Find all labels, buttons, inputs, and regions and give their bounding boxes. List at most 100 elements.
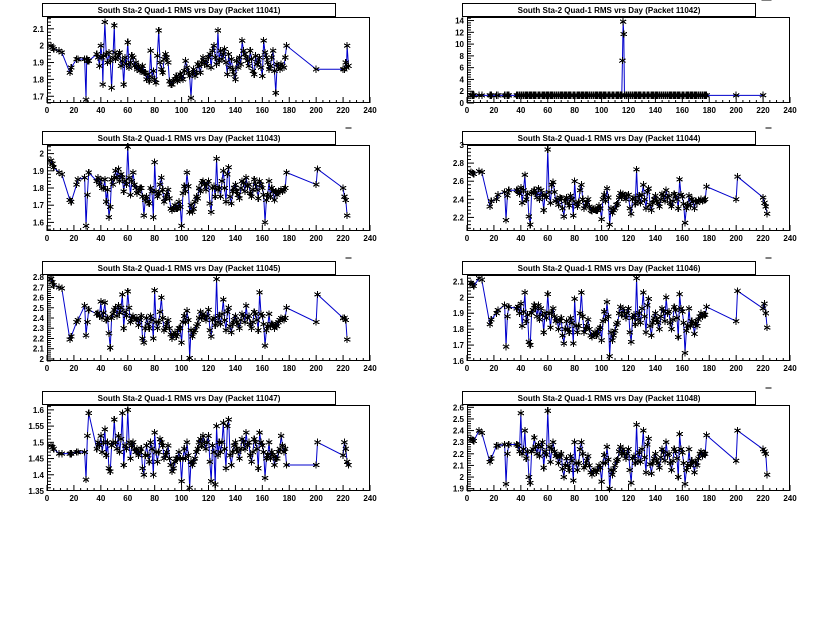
x-tick-label: 100 xyxy=(175,364,189,373)
plot-pad-4[interactable]: South Sta-2 Quad-1 RMS vrs Day (Packet 1… xyxy=(0,257,420,386)
x-tick-label: 200 xyxy=(729,494,743,503)
y-axis: 1.6 1.7 1.8 1.9 2 2.1 xyxy=(453,274,474,366)
data-markers xyxy=(467,257,772,360)
x-tick-label: 100 xyxy=(595,494,609,503)
data-markers xyxy=(47,127,352,230)
x-tick-label: 100 xyxy=(595,364,609,373)
y-tick-label: 2.3 xyxy=(33,324,45,333)
data-markers xyxy=(467,387,772,493)
x-tick-label: 180 xyxy=(703,106,717,115)
plot-title-text: South Sta-2 Quad-1 RMS vrs Day (Packet 1… xyxy=(517,263,701,273)
plot-pad-2[interactable]: South Sta-2 Quad-1 RMS vrs Day (Packet 1… xyxy=(0,127,420,256)
x-tick-label: 160 xyxy=(676,364,690,373)
x-tick-label: 240 xyxy=(363,364,377,373)
data-line xyxy=(470,277,768,357)
plot-title-text: South Sta-2 Quad-1 RMS vrs Day (Packet 1… xyxy=(517,133,701,143)
y-tick-label: 2 xyxy=(460,293,465,302)
x-tick-label: 180 xyxy=(283,234,297,243)
y-tick-label: 1.9 xyxy=(453,309,465,318)
y-tick-label: 14 xyxy=(455,17,464,26)
x-tick-label: 240 xyxy=(363,234,377,243)
x-tick-label: 220 xyxy=(756,494,770,503)
x-axis: 0 20 40 60 80 100 120 140 160 180 200 220 240 xyxy=(465,225,797,243)
x-axis: 0 20 40 60 80 100 120 140 160 180 200 220 240 xyxy=(45,485,377,503)
plot-pad-1[interactable]: South Sta-2 Quad-1 RMS vrs Day (Packet 1… xyxy=(420,0,840,128)
data-line xyxy=(50,409,349,488)
y-tick-label: 10 xyxy=(455,40,464,49)
plot-title-box: South Sta-2 Quad-1 RMS vrs Day (Packet 1… xyxy=(42,131,336,145)
x-tick-label: 220 xyxy=(336,494,350,503)
x-tick-label: 40 xyxy=(96,106,105,115)
y-tick-label: 2 xyxy=(460,87,465,96)
plot-title-box: South Sta-2 Quad-1 RMS vrs Day (Packet 1… xyxy=(42,261,336,275)
y-tick-label: 2.4 xyxy=(453,195,465,204)
plot-pad-0[interactable]: South Sta-2 Quad-1 RMS vrs Day (Packet 1… xyxy=(0,0,420,128)
y-tick-label: 2 xyxy=(460,473,465,482)
y-tick-label: 1.6 xyxy=(33,406,45,415)
x-tick-label: 20 xyxy=(489,364,498,373)
data-markers xyxy=(467,127,772,229)
y-tick-label: 2.1 xyxy=(453,461,465,470)
x-tick-label: 80 xyxy=(150,494,159,503)
x-tick-label: 20 xyxy=(489,106,498,115)
x-tick-label: 140 xyxy=(229,234,243,243)
x-tick-label: 60 xyxy=(543,106,552,115)
y-tick-label: 1.7 xyxy=(33,92,45,101)
x-tick-label: 80 xyxy=(570,364,579,373)
x-tick-label: 200 xyxy=(309,234,323,243)
x-tick-label: 200 xyxy=(309,364,323,373)
x-tick-label: 0 xyxy=(465,106,470,115)
y-tick-label: 2 xyxy=(40,150,45,159)
y-axis: 0 2 4 6 8 10 12 14 xyxy=(455,17,474,108)
x-tick-label: 100 xyxy=(175,494,189,503)
y-tick-label: 1.9 xyxy=(453,485,465,494)
x-tick-label: 180 xyxy=(703,364,717,373)
x-tick-label: 20 xyxy=(489,234,498,243)
y-tick-label: 2.1 xyxy=(33,25,45,34)
x-tick-label: 80 xyxy=(150,364,159,373)
x-tick-label: 140 xyxy=(649,364,663,373)
x-tick-label: 220 xyxy=(756,234,770,243)
x-tick-label: 160 xyxy=(256,234,270,243)
x-tick-label: 20 xyxy=(489,494,498,503)
x-tick-label: 160 xyxy=(676,494,690,503)
x-tick-label: 0 xyxy=(465,364,470,373)
x-tick-label: 140 xyxy=(649,106,663,115)
y-tick-label: 3 xyxy=(460,141,465,150)
plot-title-box: South Sta-2 Quad-1 RMS vrs Day (Packet 1… xyxy=(462,3,756,17)
plot-svg: 0 20 40 60 80 100 120 140 160 180 200 220 240 22.1 2.2… xyxy=(33,257,377,373)
plot-pad-6[interactable]: South Sta-2 Quad-1 RMS vrs Day (Packet 1… xyxy=(0,388,420,516)
y-tick-label: 1.6 xyxy=(33,218,45,227)
x-tick-label: 220 xyxy=(336,106,350,115)
y-tick-label: 2.4 xyxy=(33,314,45,323)
x-tick-label: 200 xyxy=(729,364,743,373)
x-tick-label: 140 xyxy=(229,106,243,115)
y-tick-label: 1.5 xyxy=(33,438,45,447)
x-tick-label: 80 xyxy=(150,106,159,115)
y-tick-label: 2.8 xyxy=(33,273,45,282)
x-tick-label: 240 xyxy=(783,106,797,115)
x-tick-label: 180 xyxy=(283,494,297,503)
x-tick-label: 40 xyxy=(516,106,525,115)
x-tick-label: 60 xyxy=(123,106,132,115)
plot-svg: 0 20 40 60 80 100 120 140 160 180 200 220 2402.22.42… xyxy=(453,127,797,243)
x-tick-label: 80 xyxy=(150,234,159,243)
plot-title-box: South Sta-2 Quad-1 RMS vrs Day (Packet 1… xyxy=(42,3,336,17)
x-tick-label: 100 xyxy=(595,234,609,243)
x-tick-label: 200 xyxy=(729,234,743,243)
y-tick-label: 2.5 xyxy=(453,415,465,424)
y-tick-label: 6 xyxy=(460,64,465,73)
plot-pad-5[interactable]: South Sta-2 Quad-1 RMS vrs Day (Packet 1… xyxy=(420,257,840,386)
x-tick-label: 0 xyxy=(45,106,50,115)
data-markers xyxy=(47,257,352,362)
plot-pad-7[interactable]: South Sta-2 Quad-1 RMS vrs Day (Packet 1… xyxy=(420,387,840,516)
x-tick-label: 20 xyxy=(69,106,78,115)
data-line xyxy=(470,149,768,225)
plot-pad-3[interactable]: South Sta-2 Quad-1 RMS vrs Day (Packet 1… xyxy=(420,127,840,256)
x-tick-label: 240 xyxy=(783,364,797,373)
y-tick-label: 1.9 xyxy=(33,59,45,68)
plot-title-box: South Sta-2 Quad-1 RMS vrs Day (Packet 1… xyxy=(462,131,756,145)
x-tick-label: 140 xyxy=(229,364,243,373)
x-tick-label: 80 xyxy=(570,106,579,115)
